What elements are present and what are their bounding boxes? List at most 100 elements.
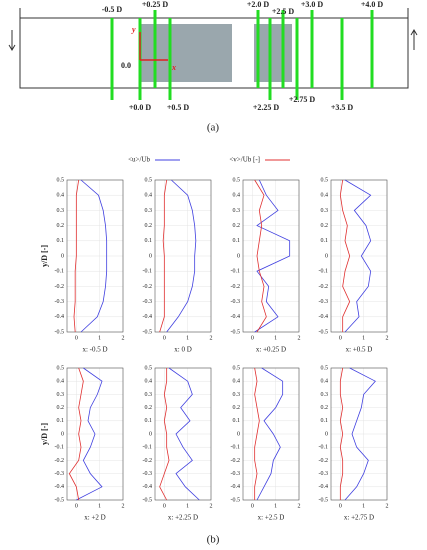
y-tick-label: 0.4 xyxy=(145,193,153,199)
profile-line xyxy=(73,179,80,333)
x-tick-label: 1 xyxy=(186,335,189,341)
y-tick-label: -0.5 xyxy=(55,329,65,335)
y-tick-label: 0.5 xyxy=(321,177,329,183)
y-tick-label: 0.1 xyxy=(57,418,65,424)
chart-title: x: +2.25 D xyxy=(168,514,198,522)
profile-line xyxy=(254,179,267,333)
x-tick-label: 0 xyxy=(251,503,254,509)
y-tick-label: 0.3 xyxy=(321,392,329,398)
y-tick-label: 0.1 xyxy=(57,238,65,244)
y-tick-label: 0 xyxy=(325,253,328,259)
y-tick-label: 0.1 xyxy=(233,238,241,244)
y-tick-label: -0.1 xyxy=(143,269,153,275)
y-tick-label: 0.2 xyxy=(145,223,153,229)
x-tick-label: 1 xyxy=(186,503,189,509)
y-tick-label: -0.2 xyxy=(319,458,329,464)
profile-line xyxy=(254,179,291,333)
y-tick-label: 0.4 xyxy=(321,379,329,385)
y-tick-label: -0.5 xyxy=(319,497,329,503)
y-tick-label: -0.1 xyxy=(143,445,153,451)
y-tick-label: -0.3 xyxy=(143,471,153,477)
x-tick-label: 0 xyxy=(75,503,78,509)
x-tick-label: 1 xyxy=(362,335,365,341)
x-tick-label: 1 xyxy=(274,335,277,341)
y-tick-label: 0 xyxy=(325,431,328,437)
probe-label: +3.0 D xyxy=(301,0,324,9)
y-tick-label: 0.1 xyxy=(145,418,153,424)
y-tick-label: 0.5 xyxy=(233,177,241,183)
y-tick-label: -0.5 xyxy=(143,329,153,335)
x-tick-label: 1 xyxy=(98,503,101,509)
chart-title: x: -0.5 D xyxy=(82,346,107,354)
y-tick-label: -0.2 xyxy=(231,458,241,464)
profile-line xyxy=(68,367,84,501)
x-tick-label: 1 xyxy=(362,503,365,509)
x-tick-label: 0 xyxy=(251,335,254,341)
chart-title: x: 0 D xyxy=(174,346,192,354)
y-tick-label: 0.2 xyxy=(57,405,65,411)
y-tick-label: 0 xyxy=(237,253,240,259)
y-tick-label: 0.3 xyxy=(145,208,153,214)
legend-label: <v>/Ub [-] xyxy=(229,156,260,164)
y-tick-label: -0.1 xyxy=(231,445,241,451)
y-tick-label: -0.4 xyxy=(319,484,329,490)
plot-frame xyxy=(66,367,124,501)
y-tick-label: -0.3 xyxy=(143,299,153,305)
y-tick-label: -0.3 xyxy=(55,299,65,305)
y-tick-label: 0.5 xyxy=(57,177,65,183)
probe-label: +3.5 D xyxy=(331,103,354,112)
probe-label: -0.5 D xyxy=(102,5,123,14)
y-tick-label: 0.3 xyxy=(57,208,65,214)
x-tick-label: 2 xyxy=(210,503,213,509)
flow-arrow xyxy=(8,30,16,51)
plot-frame xyxy=(330,179,388,333)
x-tick-label: 0 xyxy=(339,335,342,341)
y-tick-label: 0.4 xyxy=(145,379,153,385)
y-tick-label: -0.2 xyxy=(143,284,153,290)
y-axis-label: y/D [-] xyxy=(40,245,49,267)
plot-frame xyxy=(242,179,300,333)
profile-line xyxy=(166,179,197,333)
chart-title: x: +2 D xyxy=(84,514,105,522)
chart-title: x: +2.75 D xyxy=(344,514,374,522)
profile-line xyxy=(254,367,260,500)
y-tick-label: -0.5 xyxy=(55,497,65,503)
y-tick-label: -0.3 xyxy=(231,299,241,305)
y-tick-label: 0.5 xyxy=(145,365,153,371)
probe-label: +0.0 D xyxy=(129,103,152,112)
profile-line xyxy=(344,179,372,333)
profile-line xyxy=(168,367,200,501)
y-tick-label: 0.5 xyxy=(233,365,241,371)
y-tick-label: -0.4 xyxy=(143,314,153,320)
profile-line xyxy=(256,367,284,501)
y-tick-label: 0.4 xyxy=(57,379,65,385)
y-tick-label: -0.2 xyxy=(55,458,65,464)
y-tick-label: 0.2 xyxy=(233,223,241,229)
chart-title: x: +0.25 D xyxy=(256,346,286,354)
y-tick-label: 0.3 xyxy=(57,392,65,398)
x-tick-label: 2 xyxy=(210,335,213,341)
y-tick-label: 0.3 xyxy=(145,392,153,398)
y-tick-label: -0.1 xyxy=(55,269,65,275)
y-tick-label: 0.4 xyxy=(233,379,241,385)
plot-frame xyxy=(154,179,212,333)
profile-line xyxy=(76,367,103,501)
plot-frame xyxy=(66,179,124,333)
y-tick-label: -0.1 xyxy=(319,269,329,275)
x-tick-label: 2 xyxy=(298,335,301,341)
profile-line xyxy=(339,367,344,500)
legend-label: <u>/Ub xyxy=(128,156,150,164)
y-tick-label: 0.4 xyxy=(57,193,65,199)
x-tick-label: 1 xyxy=(274,503,277,509)
y-tick-label: -0.3 xyxy=(55,471,65,477)
caption: (b) xyxy=(207,534,220,546)
porous-block xyxy=(254,24,292,82)
y-tick-label: -0.5 xyxy=(231,329,241,335)
y-tick-label: 0.5 xyxy=(57,365,65,371)
y-tick-label: -0.2 xyxy=(143,458,153,464)
y-tick-label: 0.2 xyxy=(145,405,153,411)
probe-label: +0.25 D xyxy=(142,0,169,9)
y-tick-label: 0.2 xyxy=(233,405,241,411)
profile-line xyxy=(159,179,168,333)
